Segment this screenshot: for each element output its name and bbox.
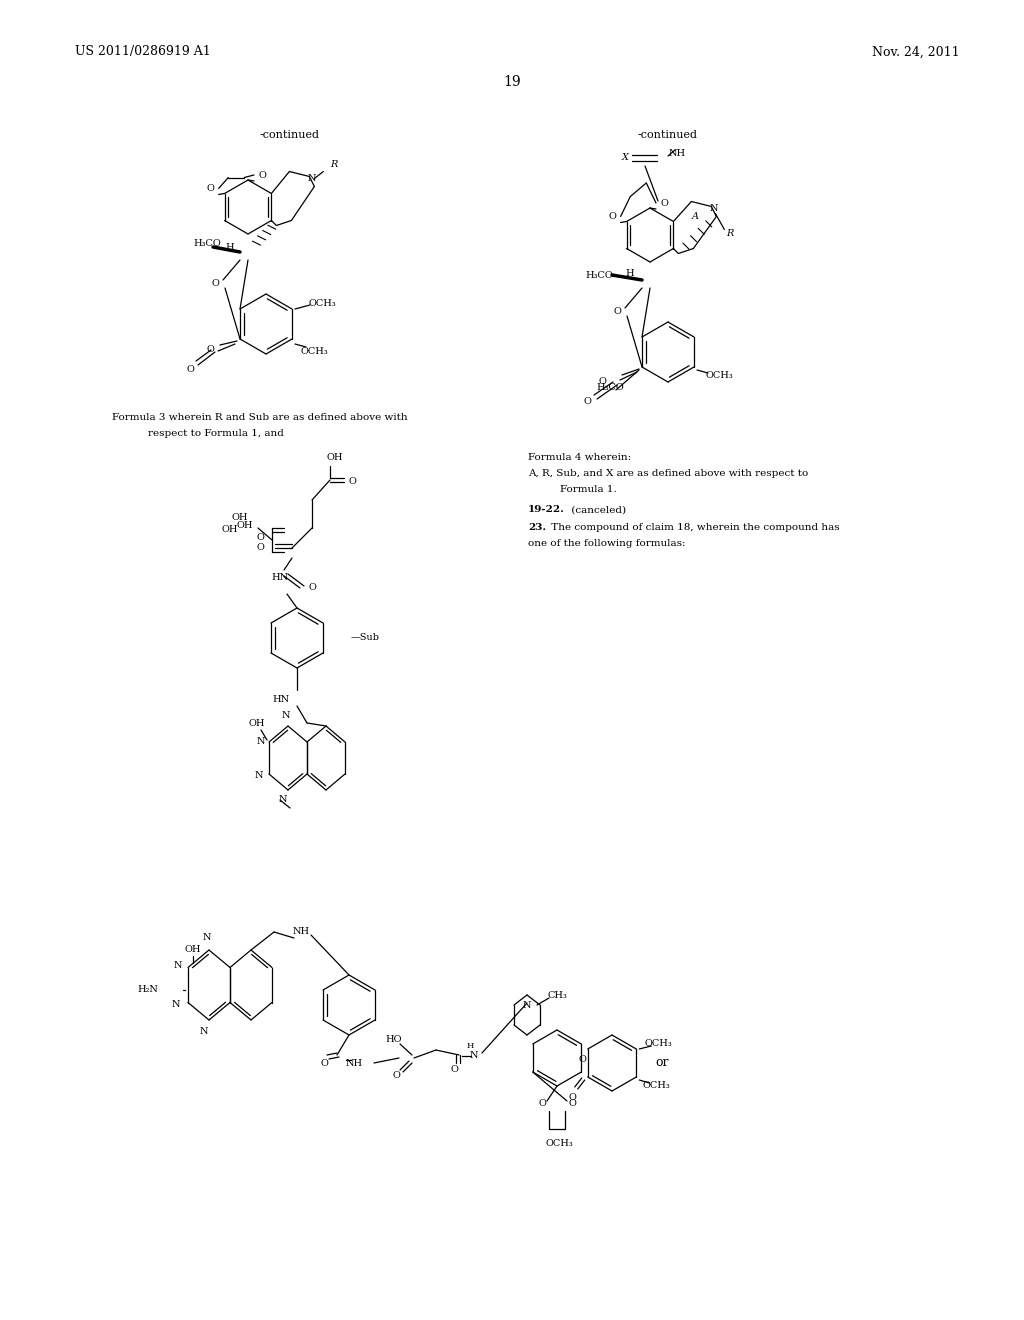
Text: 19: 19: [503, 75, 521, 88]
Text: O: O: [256, 544, 264, 553]
Text: OH: OH: [237, 520, 253, 529]
Text: or: or: [655, 1056, 669, 1069]
Text: N: N: [470, 1052, 478, 1060]
Text: Formula 4 wherein:: Formula 4 wherein:: [528, 454, 631, 462]
Text: OH: OH: [222, 525, 239, 535]
Text: H₃CO: H₃CO: [585, 271, 612, 280]
Text: X: X: [622, 153, 629, 162]
Text: N: N: [200, 1027, 208, 1036]
Text: N: N: [282, 711, 290, 721]
Text: O: O: [613, 308, 621, 317]
Text: O: O: [568, 1093, 577, 1101]
Text: R: R: [726, 228, 733, 238]
Text: 19-22.: 19-22.: [528, 506, 565, 515]
Text: N: N: [203, 933, 211, 942]
Text: OH: OH: [327, 454, 343, 462]
Text: -continued: -continued: [260, 129, 319, 140]
Text: OCH₃: OCH₃: [706, 371, 733, 380]
Text: N: N: [257, 738, 265, 747]
Text: O: O: [348, 478, 356, 487]
Text: O: O: [211, 280, 219, 289]
Text: A, R, Sub, and X are as defined above with respect to: A, R, Sub, and X are as defined above wi…: [528, 470, 808, 479]
Text: —Sub: —Sub: [351, 634, 380, 643]
Text: OCH₃: OCH₃: [308, 300, 336, 309]
Text: N: N: [172, 1001, 180, 1008]
Text: N: N: [710, 205, 718, 213]
Text: O: O: [538, 1098, 546, 1107]
Text: O: O: [451, 1065, 458, 1074]
Text: Formula 1.: Formula 1.: [560, 486, 616, 495]
Text: -continued: -continued: [638, 129, 698, 140]
Text: OCH₃: OCH₃: [642, 1081, 670, 1089]
Text: OCH₃: OCH₃: [545, 1138, 572, 1147]
Text: (canceled): (canceled): [568, 506, 626, 515]
Text: OH: OH: [184, 945, 202, 954]
Text: O: O: [392, 1072, 400, 1081]
Text: OH: OH: [249, 719, 265, 729]
Text: Nov. 24, 2011: Nov. 24, 2011: [872, 45, 961, 58]
Text: N: N: [174, 961, 182, 970]
Text: H: H: [466, 1041, 474, 1049]
Text: The compound of claim 18, wherein the compound has: The compound of claim 18, wherein the co…: [548, 524, 840, 532]
Text: HN: HN: [272, 696, 290, 705]
Text: one of the following formulas:: one of the following formulas:: [528, 540, 685, 549]
Text: O: O: [308, 583, 316, 593]
Text: R: R: [330, 160, 337, 169]
Text: CH₃: CH₃: [547, 990, 567, 999]
Text: O: O: [608, 213, 616, 220]
Text: O: O: [568, 1098, 575, 1107]
Text: OCH₃: OCH₃: [300, 346, 328, 355]
Text: HN: HN: [271, 573, 289, 582]
Text: N: N: [255, 771, 263, 780]
Text: O: O: [186, 364, 194, 374]
Text: OH: OH: [231, 513, 248, 523]
Text: N: N: [279, 796, 288, 804]
Text: H₂N: H₂N: [137, 986, 158, 994]
Text: H: H: [225, 243, 234, 252]
Text: NH: NH: [345, 1059, 362, 1068]
Text: HO: HO: [386, 1035, 402, 1044]
Text: O: O: [321, 1059, 328, 1068]
Text: O: O: [598, 378, 606, 387]
Text: O: O: [258, 170, 266, 180]
Text: O: O: [660, 198, 668, 207]
Text: respect to Formula 1, and: respect to Formula 1, and: [148, 429, 284, 438]
Text: US 2011/0286919 A1: US 2011/0286919 A1: [75, 45, 211, 58]
Text: H₃CO: H₃CO: [193, 239, 221, 248]
Text: A: A: [692, 213, 699, 220]
Text: O: O: [256, 533, 264, 543]
Text: Formula 3 wherein R and Sub are as defined above with: Formula 3 wherein R and Sub are as defin…: [112, 413, 408, 422]
Text: H: H: [626, 268, 634, 277]
Text: NH: NH: [669, 149, 685, 157]
Text: H₃CO: H₃CO: [596, 383, 624, 392]
Text: NH: NH: [293, 928, 309, 936]
Text: 23.: 23.: [528, 524, 546, 532]
Text: O: O: [207, 183, 215, 193]
Text: OCH₃: OCH₃: [644, 1040, 672, 1048]
Text: N: N: [522, 1001, 531, 1010]
Text: N: N: [307, 174, 315, 183]
Text: O: O: [583, 397, 591, 407]
Text: O: O: [206, 345, 214, 354]
Text: O: O: [579, 1055, 587, 1064]
